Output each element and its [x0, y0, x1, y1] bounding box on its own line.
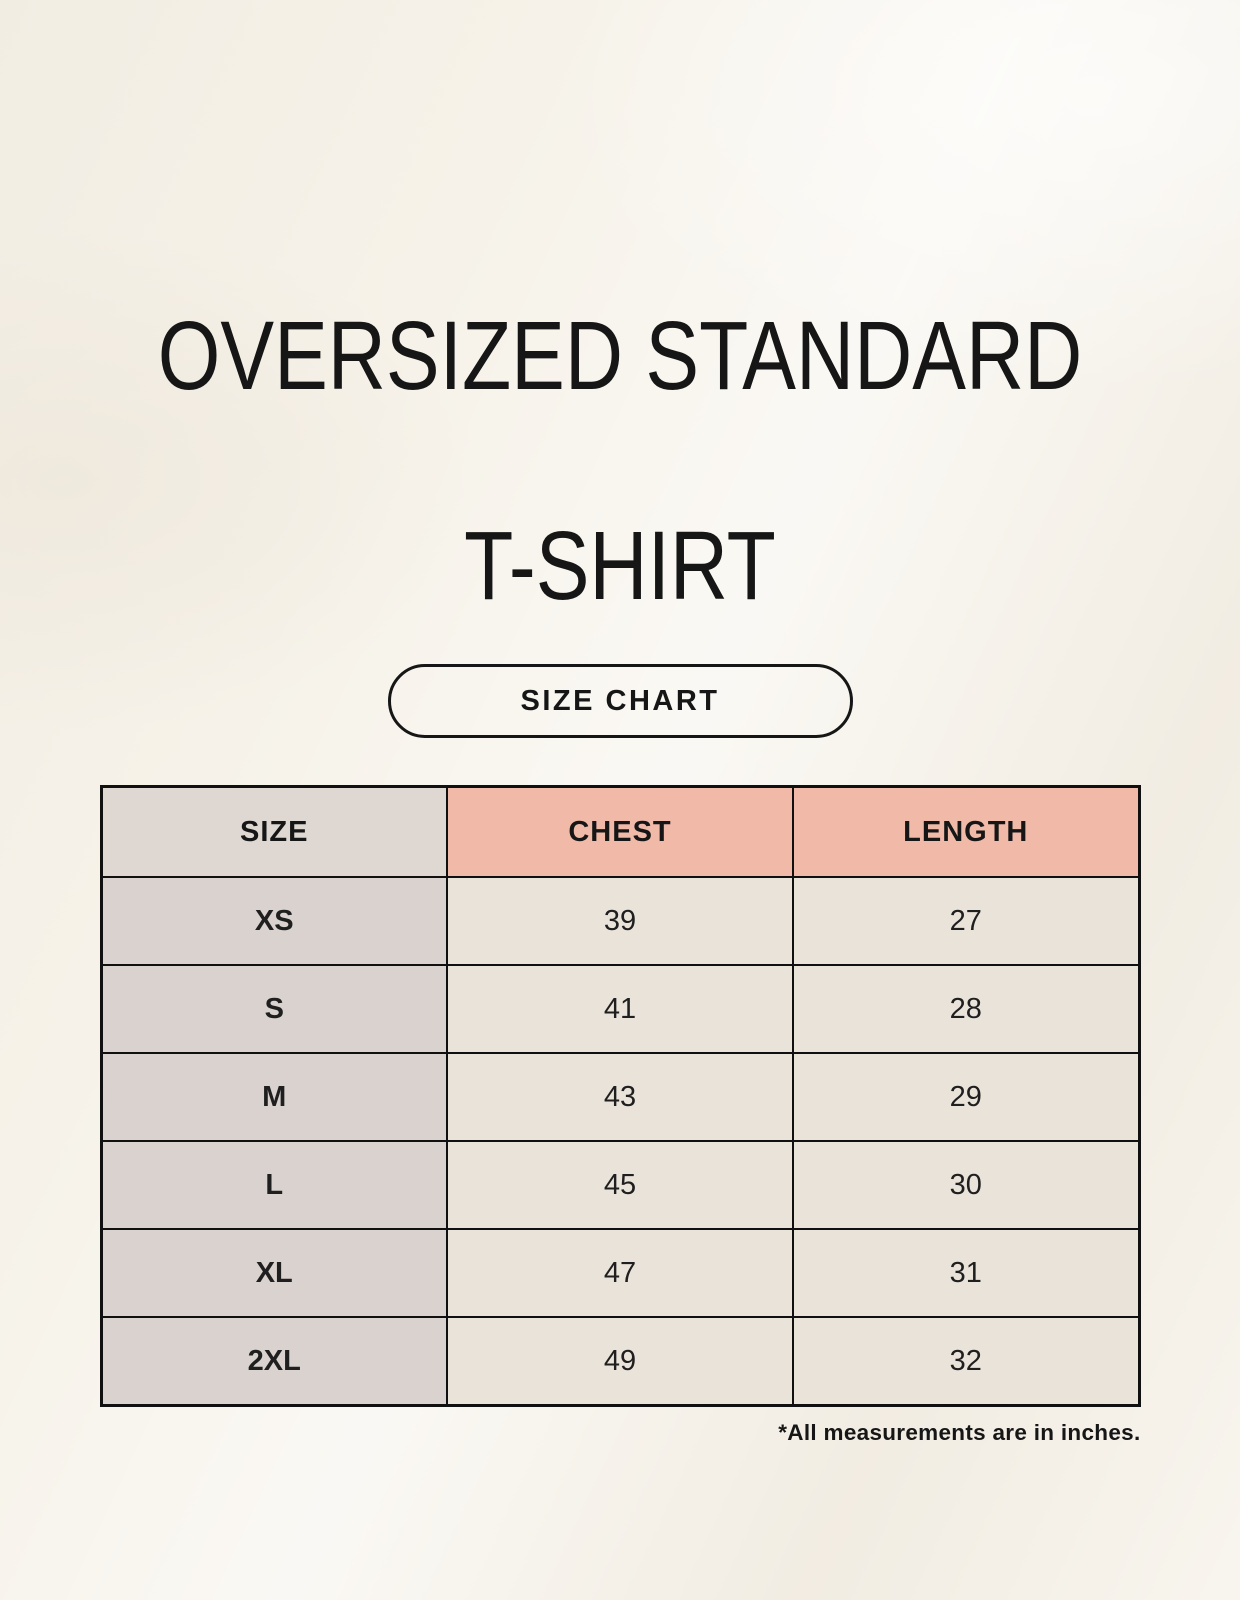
chest-cell: 43 [446, 1052, 794, 1143]
page-title: OVERSIZED STANDARD T-SHIRT [105, 301, 1134, 620]
page-title-line-2: T-SHIRT [464, 510, 776, 620]
chest-cell: 47 [446, 1228, 794, 1319]
size-table-body: XS 39 27 S 41 28 M 43 29 L 45 30 [100, 876, 1140, 1407]
length-cell: 27 [792, 876, 1140, 967]
header-row: SIZE CHEST LENGTH [100, 785, 1140, 879]
size-cell: XS [100, 876, 448, 967]
measurements-footnote: *All measurements are in inches. [778, 1420, 1141, 1446]
size-table: SIZE CHEST LENGTH XS 39 27 S 41 28 M [99, 785, 1141, 1408]
chest-cell: 49 [446, 1316, 794, 1407]
table-row-xl: XL 47 31 [100, 1228, 1140, 1319]
chest-cell: 45 [446, 1140, 794, 1231]
size-table-header: SIZE CHEST LENGTH [100, 785, 1140, 879]
length-cell: 31 [792, 1228, 1140, 1319]
column-header-length: LENGTH [792, 785, 1140, 879]
chest-cell: 41 [446, 964, 794, 1055]
length-cell: 29 [792, 1052, 1140, 1143]
length-cell: 28 [792, 964, 1140, 1055]
size-cell: XL [100, 1228, 448, 1319]
size-cell: S [100, 964, 448, 1055]
table-row-m: M 43 29 [100, 1052, 1140, 1143]
table-row-l: L 45 30 [100, 1140, 1140, 1231]
size-chart-badge-label: SIZE CHART [520, 684, 720, 717]
column-header-chest: CHEST [446, 785, 794, 879]
length-cell: 30 [792, 1140, 1140, 1231]
size-chart-badge: SIZE CHART [387, 664, 853, 739]
size-table-container: SIZE CHEST LENGTH XS 39 27 S 41 28 M [99, 785, 1141, 1446]
column-header-size: SIZE [100, 785, 448, 879]
size-cell: M [100, 1052, 448, 1143]
table-row-s: S 41 28 [100, 964, 1140, 1055]
size-cell: L [100, 1140, 448, 1231]
size-cell: 2XL [100, 1316, 448, 1407]
table-row-xs: XS 39 27 [100, 876, 1140, 967]
table-row-2xl: 2XL 49 32 [100, 1316, 1140, 1407]
page-title-line-1: OVERSIZED STANDARD [157, 301, 1083, 410]
length-cell: 32 [792, 1316, 1140, 1407]
chest-cell: 39 [446, 876, 794, 967]
